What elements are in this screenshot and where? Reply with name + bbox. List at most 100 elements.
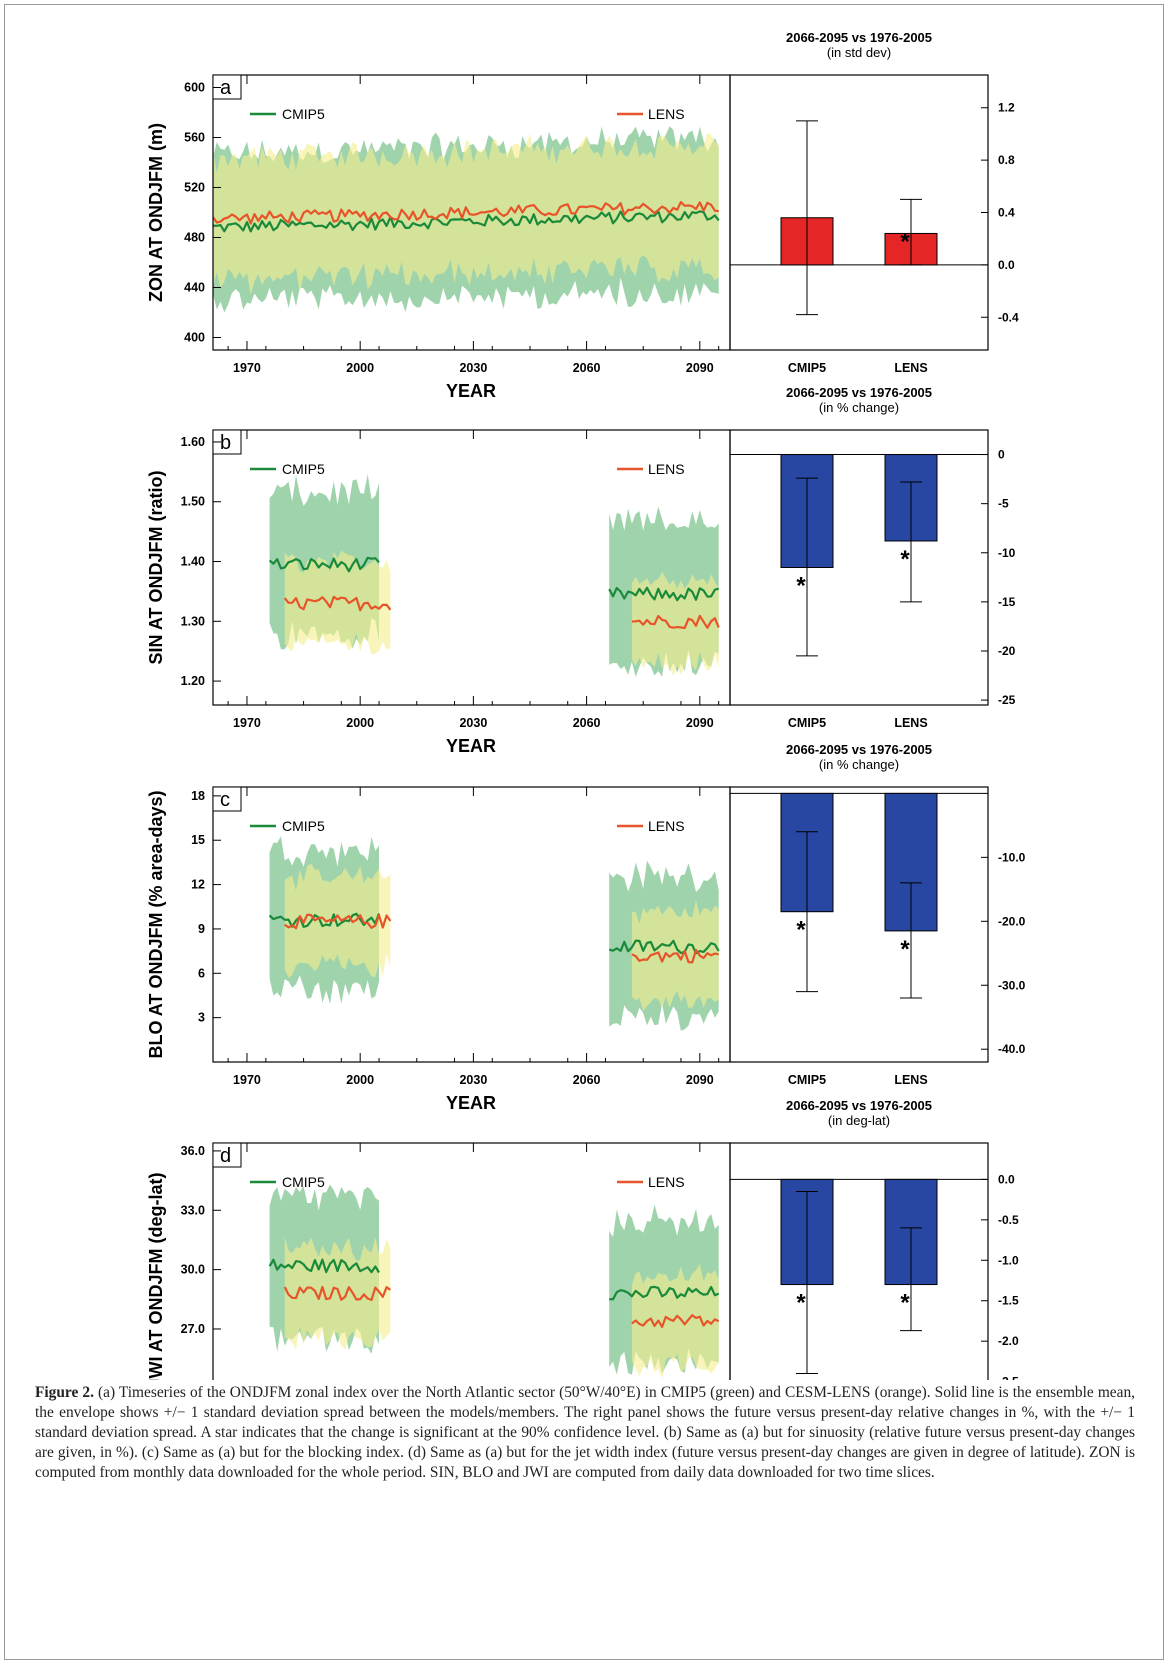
bar-y-tick-label: -10.0: [998, 850, 1026, 864]
lens-spread-band: [284, 550, 391, 655]
cmip5-mean-line: [608, 939, 720, 955]
cmip5-mean-line: [268, 1258, 380, 1274]
bar-title: 2066-2095 vs 1976-2005: [786, 742, 932, 757]
lens-mean-line: [631, 614, 720, 630]
figure-frame: [4, 4, 1164, 1660]
panel-letter: b: [220, 432, 231, 454]
cmip5-mean-line: [268, 912, 381, 928]
lens-spread-band: [631, 1264, 719, 1379]
caption-text: (a) Timeseries of the ONDJFM zonal index…: [35, 1384, 1135, 1481]
bar-category-label: CMIP5: [788, 716, 826, 730]
bar-frame-a: [729, 74, 989, 351]
bar-category-label: LENS: [894, 1073, 927, 1087]
y-tick-label: 33.0: [181, 1203, 205, 1217]
bar-category-label: LENS: [894, 716, 927, 730]
bar-y-tick-label: -5: [998, 497, 1009, 511]
x-tick-label: 2090: [686, 361, 714, 375]
y-tick-label: 1.60: [181, 435, 205, 449]
bar-y-tick-label: -15: [998, 595, 1016, 609]
bar-title: 2066-2095 vs 1976-2005: [786, 385, 932, 400]
legend-cmip5-label: CMIP5: [282, 106, 325, 122]
significance-star: *: [796, 917, 806, 944]
significance-star: *: [900, 936, 910, 963]
panel-letter-box: [212, 1142, 242, 1168]
bar-title: 2066-2095 vs 1976-2005: [786, 30, 932, 45]
x-axis-label: YEAR: [446, 736, 496, 756]
y-tick-label: 560: [184, 131, 205, 145]
caption-label: Figure 2.: [35, 1384, 94, 1401]
significance-star: *: [900, 228, 910, 255]
x-tick-label: 1970: [233, 1073, 261, 1087]
bar-y-tick-label: -2.5: [998, 1375, 1019, 1380]
x-tick-label: 2090: [686, 1073, 714, 1087]
legend-lens-label: LENS: [648, 461, 685, 477]
bar-y-tick-label: -2.0: [998, 1334, 1019, 1348]
legend-cmip5-label: CMIP5: [282, 818, 325, 834]
bar-subtitle: (in % change): [819, 400, 899, 415]
lens-mean-line: [283, 1285, 392, 1302]
x-tick-label: 2060: [573, 361, 601, 375]
bar-frame-b: [729, 429, 989, 706]
bar-frame-c: [729, 786, 989, 1063]
legend-lens-label: LENS: [648, 818, 685, 834]
y-tick-label: 1.20: [181, 674, 205, 688]
bar-subtitle: (in % change): [819, 757, 899, 772]
panel-letter: c: [220, 789, 230, 811]
x-tick-label: 1970: [233, 716, 261, 730]
lens-spread-band: [284, 1236, 391, 1350]
series-group-d: [268, 1184, 720, 1379]
y-tick-label: 480: [184, 231, 205, 245]
bar-subtitle: (in std dev): [827, 45, 891, 60]
significance-star: *: [796, 573, 806, 600]
lens-mean-line: [631, 1314, 720, 1329]
y-tick-label: 1.40: [181, 555, 205, 569]
y-tick-label: 1.30: [181, 614, 205, 628]
figure-caption: Figure 2. (a) Timeseries of the ONDJFM z…: [35, 1383, 1135, 1483]
bar-y-tick-label: 1.2: [998, 101, 1015, 115]
y-tick-label: 520: [184, 181, 205, 195]
y-tick-label: 12: [191, 878, 205, 892]
x-tick-label: 2000: [346, 1073, 374, 1087]
lens-mean-line: [283, 595, 392, 612]
legend-cmip5-label: CMIP5: [282, 461, 325, 477]
bar-y-tick-label: -25: [998, 693, 1016, 707]
y-tick-label: 18: [191, 789, 205, 803]
bar-category-label: CMIP5: [788, 361, 826, 375]
cmip5-mean-line: [608, 586, 720, 602]
series-group-a: [213, 126, 720, 313]
y-tick-label: 15: [191, 833, 205, 847]
bar-y-tick-label: 0.0: [998, 1172, 1015, 1186]
cmip5-mean-line: [213, 210, 720, 233]
y-axis-label: BLO AT ONDJFM (% area-days): [146, 790, 166, 1058]
bar-frame-d: [729, 1142, 989, 1380]
y-axis-label: JWI AT ONDJFM (deg-lat): [146, 1173, 166, 1380]
bar-y-tick-label: -30.0: [998, 978, 1026, 992]
x-tick-label: 2000: [346, 361, 374, 375]
bar-y-tick-label: -20.0: [998, 914, 1026, 928]
bar-y-tick-label: 0: [998, 448, 1005, 462]
bar-y-tick-label: -0.5: [998, 1213, 1019, 1227]
y-tick-label: 30.0: [181, 1263, 205, 1277]
bar-y-tick-label: 0.0: [998, 258, 1015, 272]
y-axis-label: SIN AT ONDJFM (ratio): [146, 471, 166, 665]
significance-star: *: [900, 546, 910, 573]
y-tick-label: 1.50: [181, 495, 205, 509]
significance-star: *: [900, 1290, 910, 1317]
lens-mean-line: [213, 201, 719, 225]
x-tick-label: 1970: [233, 361, 261, 375]
y-tick-label: 9: [198, 922, 205, 936]
figure-canvas: a CMIP5 LENS 1970 2000 2030 2060 2090 YEAR 400 440…: [146, 30, 1026, 1380]
x-tick-label: 2060: [573, 716, 601, 730]
y-tick-label: 440: [184, 281, 205, 295]
bar-category-label: LENS: [894, 361, 927, 375]
y-tick-label: 3: [198, 1011, 205, 1025]
x-tick-label: 2000: [346, 716, 374, 730]
bar-y-tick-label: 0.4: [998, 206, 1015, 220]
bar-y-tick-label: -1.0: [998, 1253, 1019, 1267]
lens-mean-line: [631, 948, 719, 964]
x-tick-label: 2030: [459, 716, 487, 730]
bar-category-label: CMIP5: [788, 1073, 826, 1087]
x-tick-label: 2090: [686, 716, 714, 730]
significance-star: *: [796, 1290, 806, 1317]
y-tick-label: 6: [198, 966, 205, 980]
